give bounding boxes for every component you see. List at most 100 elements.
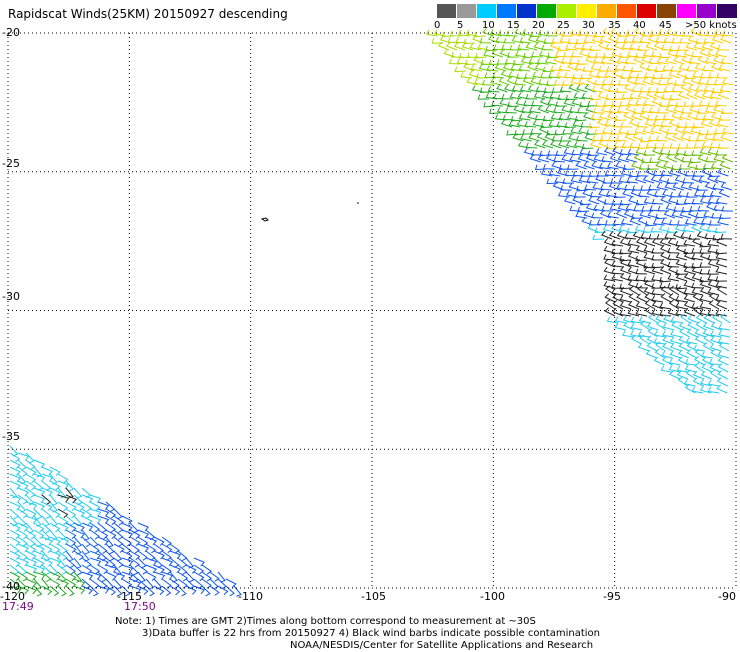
wind-barb [710, 335, 722, 345]
wind-barb [623, 111, 635, 121]
wind-barb [607, 135, 620, 142]
wind-barb [449, 30, 462, 37]
wind-barb [185, 585, 197, 595]
wind-barb [609, 154, 622, 163]
wind-barb [709, 142, 722, 149]
wind-barb [662, 190, 674, 198]
wind-barb [532, 120, 545, 128]
wind-barb [709, 343, 722, 352]
wind-barb [716, 72, 728, 79]
wind-barb [233, 585, 242, 597]
wind-barb [121, 515, 133, 525]
wind-barb [476, 73, 488, 79]
wind-barb [675, 199, 688, 206]
wind-barb [49, 543, 61, 554]
wind-barb [583, 161, 595, 170]
wind-barb [73, 564, 83, 576]
wind-barb [598, 66, 611, 72]
wind-barb [137, 557, 147, 569]
wind-barb [677, 91, 690, 100]
wind-barb [698, 78, 710, 86]
wind-barb [692, 171, 705, 177]
wind-barb [681, 55, 693, 65]
wind-barb [73, 585, 86, 595]
wind-barb [654, 66, 667, 73]
wind-barb [586, 76, 598, 86]
wind-barb [591, 35, 604, 44]
wind-barb [691, 223, 703, 233]
wind-barb [631, 86, 644, 93]
wind-barb [542, 66, 555, 73]
wind-barb [594, 227, 607, 234]
wind-barb [678, 321, 691, 331]
note-line-1: Note: 1) Times are GMT 2)Times along bot… [115, 616, 536, 627]
wind-barb [675, 302, 688, 310]
wind-barb [581, 92, 594, 100]
wind-barb [634, 175, 647, 184]
wind-barb [679, 328, 690, 338]
wind-barb [667, 265, 680, 275]
wind-barb [553, 156, 565, 163]
wind-barb [687, 321, 699, 331]
wind-barb [640, 232, 653, 240]
wind-barb [580, 171, 593, 177]
wind-barb [600, 230, 613, 240]
wind-barb [660, 285, 672, 296]
legend-swatch-14 [717, 4, 738, 18]
legend-label-1: 5 [457, 20, 464, 31]
wind-barb [121, 550, 133, 560]
wind-barb [606, 190, 618, 198]
wind-barb [611, 50, 623, 58]
wind-barb [604, 120, 617, 128]
wind-barb [702, 114, 715, 121]
wind-barb [627, 99, 639, 107]
wind-barb [534, 140, 546, 149]
wind-barb [566, 164, 579, 170]
wind-barb [652, 146, 664, 156]
wind-barb [703, 85, 716, 93]
wind-barb [615, 87, 628, 94]
wind-barb [530, 51, 543, 58]
wind-barb [603, 266, 616, 275]
wind-barb [653, 190, 666, 198]
wind-barb [137, 571, 146, 583]
wind-barb [522, 129, 534, 135]
wind-barb [712, 183, 724, 191]
wind-barb [81, 501, 92, 512]
wind-barb [674, 125, 687, 135]
lon-label-115: -115 [117, 590, 142, 603]
wind-barb [627, 300, 640, 310]
wind-barb [654, 348, 666, 359]
wind-barb [656, 57, 669, 65]
wind-barb [664, 232, 677, 240]
wind-barb [604, 307, 616, 317]
wind-barb [673, 105, 685, 114]
wind-barb [692, 370, 705, 380]
wind-barb [622, 65, 635, 72]
wind-barb [17, 529, 29, 540]
wind-barb [698, 129, 710, 136]
wind-barb [596, 171, 609, 177]
wind-barb [525, 42, 538, 51]
wind-barb [651, 248, 663, 254]
wind-barb [540, 72, 552, 79]
wind-barb [692, 377, 704, 387]
wind-barb [113, 543, 125, 553]
wind-barb [567, 62, 579, 72]
wind-barb [161, 550, 172, 561]
wind-barb [658, 125, 671, 135]
wind-barb [699, 100, 711, 107]
wind-barb [657, 205, 670, 212]
wind-barb [564, 122, 577, 129]
wind-barb [673, 206, 686, 212]
wind-barb [545, 154, 558, 163]
wind-barb [25, 480, 37, 491]
wind-barb [699, 268, 712, 275]
wind-barb [703, 211, 715, 219]
wind-barb [644, 72, 656, 79]
wind-barb [682, 177, 695, 184]
wind-barb [611, 101, 623, 108]
wind-barb [640, 185, 652, 191]
wind-barb [65, 571, 77, 582]
